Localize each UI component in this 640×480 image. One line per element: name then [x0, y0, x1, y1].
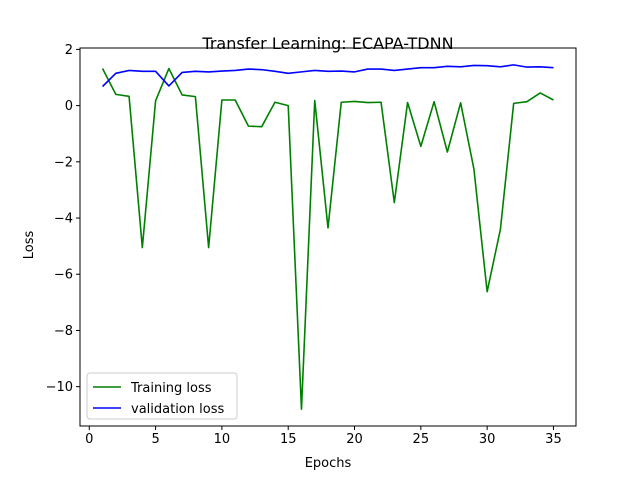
y-tick-label: 2	[65, 43, 73, 58]
legend-label-0: Training loss	[130, 381, 212, 396]
series-layer	[101, 64, 554, 410]
x-tick-label: 20	[346, 432, 363, 447]
x-axis: 0 5 10 15 20 25 30 35	[85, 426, 562, 447]
y-tick-label: −2	[54, 155, 73, 170]
chart-title: Transfer Learning: ECAPA-TDNN	[201, 34, 453, 53]
legend-box	[86, 372, 238, 420]
x-axis-label: Epochs	[305, 456, 352, 471]
legend-label-1: validation loss	[131, 402, 224, 417]
y-tick-label: −6	[54, 268, 73, 283]
y-tick-label: −10	[46, 380, 73, 395]
y-axis: 2 0 −2 −4 −6 −8 −10	[46, 43, 80, 395]
legend: Training loss validation loss	[86, 372, 238, 420]
x-tick-label: 25	[413, 432, 430, 447]
x-tick-label: 35	[545, 432, 562, 447]
series-line-1	[101, 64, 554, 88]
plot-frame	[79, 47, 577, 427]
y-tick-label: −4	[54, 212, 73, 227]
x-tick-label: 0	[85, 432, 93, 447]
x-tick-label: 5	[151, 432, 159, 447]
x-tick-label: 15	[280, 432, 297, 447]
y-axis-label: Loss	[22, 231, 37, 260]
x-tick-label: 30	[479, 432, 496, 447]
series-line-0	[101, 67, 554, 410]
y-tick-label: 0	[65, 99, 73, 114]
x-tick-label: 10	[214, 432, 231, 447]
y-tick-label: −8	[54, 324, 73, 339]
